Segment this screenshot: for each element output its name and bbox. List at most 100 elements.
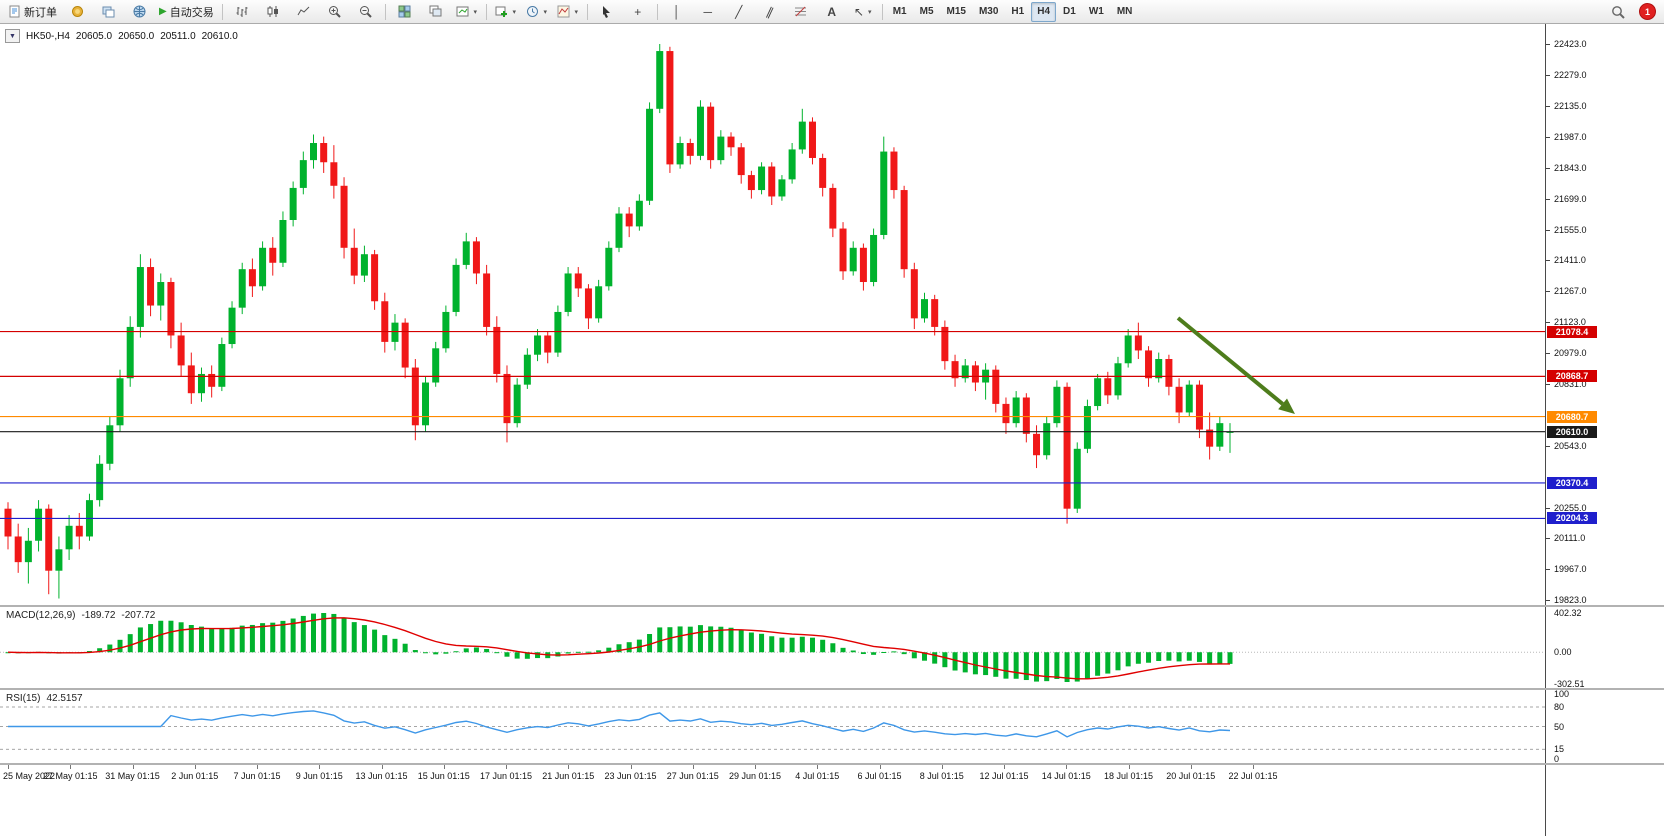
profiles-button[interactable]: ▾: [522, 1, 552, 23]
cascade-windows-button[interactable]: [421, 1, 451, 23]
candle: [432, 341, 440, 387]
timeframe-button-m1[interactable]: M1: [892, 6, 907, 17]
channel-button[interactable]: ∥: [755, 1, 785, 23]
candle: [472, 237, 480, 285]
time-tick-mark: [70, 765, 72, 769]
macd-histogram-bar: [952, 652, 958, 671]
macd-histogram-bar: [453, 651, 459, 653]
price-scale-label: 20979.0: [1554, 347, 1587, 358]
candle: [401, 318, 409, 379]
macd-histogram-bar: [300, 615, 306, 653]
text-tool-button[interactable]: A: [817, 1, 847, 23]
price-tick-mark: [1546, 600, 1550, 601]
indicators-button[interactable]: ▾: [553, 1, 583, 23]
zoom-out-button[interactable]: [351, 1, 381, 23]
candle: [666, 46, 674, 173]
zoom-in-button[interactable]: [320, 1, 350, 23]
arrange-charts-button[interactable]: ▾: [452, 1, 482, 23]
candle: [900, 185, 908, 278]
cursor-button[interactable]: [592, 1, 622, 23]
dropdown-caret-icon: ▾: [574, 8, 578, 16]
price-scale-label: 20543.0: [1554, 441, 1587, 452]
collapse-panel-icon[interactable]: ▼: [5, 29, 20, 43]
candle: [493, 316, 501, 383]
timeframe-button-h1[interactable]: H1: [1011, 6, 1025, 17]
community-button[interactable]: [124, 1, 154, 23]
candle: [829, 183, 837, 238]
line-chart-mode-button[interactable]: [289, 1, 319, 23]
candle: [1206, 412, 1214, 460]
new-order-button[interactable]: 新订单: [4, 1, 61, 23]
macd-histogram-bar: [1217, 652, 1223, 664]
horizontal-line-button[interactable]: ─: [693, 1, 723, 23]
rsi-panel[interactable]: [0, 690, 1545, 763]
timeframe-toolbar: M1 M5 M15 M30 H1 H4 D1 W1 MN: [887, 1, 1139, 22]
timeframe-button-d1[interactable]: D1: [1063, 6, 1076, 17]
tile-windows-button[interactable]: [390, 1, 420, 23]
candle: [768, 162, 776, 206]
macd-histogram-bar: [260, 623, 266, 653]
trendline-button[interactable]: ╱: [724, 1, 754, 23]
time-axis-label: 8 Jul 01:15: [919, 771, 964, 781]
price-scale[interactable]: 22423.0 22279.0 22135.0 21987.0 21843.0 21699…: [1545, 24, 1664, 836]
candle: [65, 515, 73, 561]
timeframe-button-m30[interactable]: M30: [978, 6, 999, 17]
macd-histogram-bar: [891, 651, 897, 653]
timeframe-button-m5[interactable]: M5: [919, 6, 934, 17]
timeframe-button-h4[interactable]: H4: [1031, 1, 1057, 22]
candle: [310, 134, 317, 169]
medal-button[interactable]: [62, 1, 92, 23]
candle: [635, 194, 643, 231]
bars-icon: [235, 5, 248, 18]
time-axis-label: 12 Jul 01:15: [979, 771, 1029, 781]
macd-histogram-bar: [636, 639, 642, 653]
macd-histogram-bar: [1156, 652, 1162, 662]
candlestick-mode-button[interactable]: [258, 1, 288, 23]
time-tick-mark: [1004, 765, 1005, 769]
macd-histogram-bar: [270, 622, 276, 653]
macd-histogram-bar: [799, 636, 805, 653]
macd-histogram-bar: [1207, 652, 1213, 664]
price-scale-label: 21267.0: [1554, 286, 1587, 297]
vertical-line-button[interactable]: │: [662, 1, 692, 23]
trend-arrow[interactable]: [1176, 316, 1295, 414]
autotrade-button[interactable]: ▶ 自动交易: [155, 1, 218, 23]
panel-divider[interactable]: [0, 763, 1664, 765]
new-chart-button[interactable]: ▾: [491, 1, 521, 23]
timeframe-button-mn[interactable]: MN: [1116, 6, 1133, 17]
panel-divider[interactable]: [0, 688, 1664, 690]
macd-panel[interactable]: [0, 607, 1545, 688]
macd-signal-line: [7, 617, 1230, 680]
candle: [116, 369, 124, 432]
macd-histogram-bar: [137, 627, 143, 653]
main-chart[interactable]: [0, 24, 1545, 605]
macd-histogram-bar: [606, 647, 612, 653]
arrows-tool-button[interactable]: ↖ ▾: [848, 1, 878, 23]
timeframe-button-w1[interactable]: W1: [1088, 6, 1104, 17]
time-axis-label: 27 May 01:15: [42, 771, 98, 781]
time-axis-label: 23 Jun 01:15: [604, 771, 657, 781]
fibonacci-button[interactable]: [786, 1, 816, 23]
search-button[interactable]: [1603, 1, 1633, 23]
bar-chart-mode-button[interactable]: [227, 1, 257, 23]
macd-histogram-bar: [97, 648, 103, 653]
chart-windows-button[interactable]: [93, 1, 123, 23]
candle: [941, 320, 949, 370]
price-tag: 20370.4: [1547, 476, 1597, 489]
price-tick-mark: [1546, 74, 1550, 76]
macd-histogram-bar: [239, 625, 245, 653]
time-axis[interactable]: 25 May 2022 27 May 01:15 31 May 01:15 2 Jun…: [0, 765, 1545, 795]
timeframe-button-m15[interactable]: M15: [946, 6, 966, 17]
notification-badge[interactable]: 1: [1639, 3, 1656, 20]
macd-histogram-bar: [596, 650, 602, 653]
crosshair-button[interactable]: +: [623, 1, 653, 23]
toolbar-right-group: 1: [1603, 1, 1660, 23]
time-axis-label: 27 Jun 01:15: [666, 771, 719, 781]
macd-histogram-bar: [860, 652, 866, 655]
candle: [462, 232, 470, 270]
candle: [197, 367, 205, 402]
open-value: 20605.0: [75, 30, 113, 42]
candle: [45, 504, 53, 595]
panel-divider[interactable]: [0, 605, 1664, 607]
candle: [1012, 391, 1020, 428]
